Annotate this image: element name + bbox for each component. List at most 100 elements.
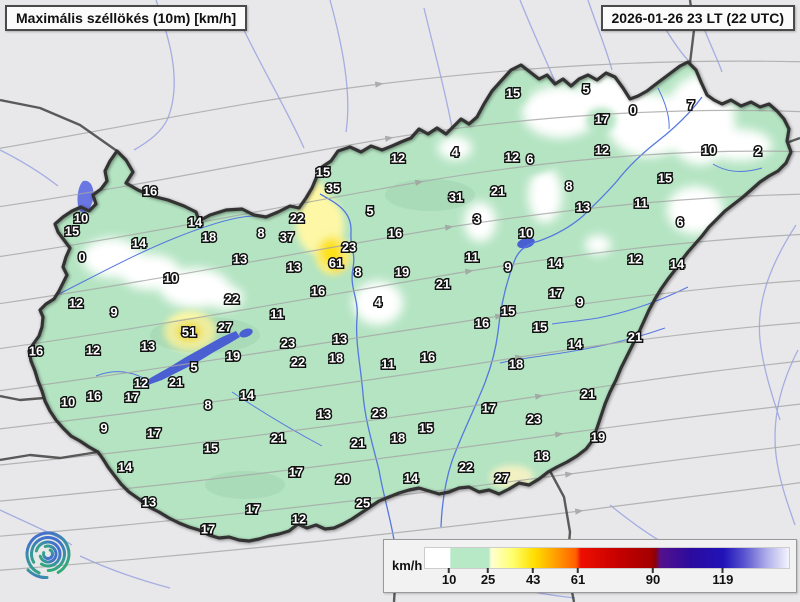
river-koros (499, 327, 666, 364)
station-wind-value: 8 (565, 179, 572, 194)
station-wind-value: 19 (226, 349, 240, 364)
station-wind-value: 23 (342, 240, 356, 255)
station-wind-value: 4 (451, 145, 459, 160)
station-wind-value: 14 (670, 257, 685, 272)
station-wind-value: 2 (754, 144, 761, 159)
station-wind-value: 16 (143, 184, 157, 199)
station-wind-value: 22 (290, 211, 304, 226)
station-wind-value: 16 (311, 284, 325, 299)
legend-colorbar (424, 547, 790, 569)
station-wind-value: 15 (419, 421, 433, 436)
hungary-shape (29, 62, 791, 541)
calm-white-areas (82, 75, 772, 325)
river-bodrog (657, 87, 670, 130)
hungaromet-spiral-logo-icon (25, 531, 71, 580)
station-wind-value: 8 (354, 265, 361, 280)
station-wind-value: 17 (549, 286, 563, 301)
station-wind-value: 51 (182, 325, 196, 340)
station-wind-value: 25 (356, 496, 370, 511)
station-wind-value: 11 (634, 196, 648, 211)
station-wind-value: 12 (292, 512, 306, 527)
station-wind-value: 14 (188, 215, 203, 230)
station-wind-value: 12 (595, 143, 609, 158)
station-wind-value: 22 (459, 460, 473, 475)
station-wind-value: 21 (436, 277, 450, 292)
station-wind-value: 5 (582, 82, 589, 97)
station-wind-value: 12 (628, 252, 642, 267)
station-wind-value: 16 (87, 389, 101, 404)
river-szamos (712, 163, 763, 172)
station-wind-value: 15 (506, 86, 520, 101)
legend-unit: km/h (392, 558, 423, 573)
station-wind-value: 16 (29, 344, 43, 359)
wind-streamlines (0, 60, 800, 571)
station-wind-value: 8 (204, 398, 211, 413)
station-wind-value: 11 (465, 250, 479, 265)
river-zala (95, 371, 150, 382)
river-tisza (440, 96, 703, 528)
strong-gust-yellow-areas (164, 182, 534, 489)
station-wind-value: 22 (291, 355, 305, 370)
station-wind-value: 22 (225, 292, 239, 307)
station-wind-value: 13 (141, 339, 155, 354)
station-wind-value: 10 (702, 143, 716, 158)
station-wind-value: 6 (676, 215, 683, 230)
station-wind-value: 13 (233, 252, 247, 267)
station-wind-value: 27 (218, 320, 232, 335)
station-wind-value: 11 (381, 357, 395, 372)
map-timestamp: 2026-01-26 23 LT (22 UTC) (611, 10, 784, 26)
station-wind-value: 19 (395, 265, 409, 280)
station-wind-value: 15 (658, 171, 672, 186)
station-wind-value: 5 (366, 204, 373, 219)
station-wind-value: 20 (336, 472, 350, 487)
lake-ferto (77, 180, 94, 213)
station-wind-value: 61 (329, 256, 343, 271)
station-wind-value: 21 (271, 431, 285, 446)
station-wind-value: 17 (595, 112, 609, 127)
station-wind-value: 15 (501, 304, 515, 319)
station-wind-value: 17 (147, 426, 161, 441)
legend-tick: 43 (526, 568, 540, 587)
station-wind-value: 9 (576, 295, 583, 310)
rivers-inside (54, 87, 763, 541)
station-wind-value: 14 (404, 471, 419, 486)
station-wind-value: 14 (568, 337, 583, 352)
station-wind-value: 10 (519, 226, 533, 241)
river-raba (54, 215, 256, 297)
legend-ticks: 10 25 43 61 90 119 (424, 568, 788, 590)
station-wind-value: 37 (280, 230, 294, 245)
lake-velence (239, 328, 253, 338)
station-wind-value: 14 (118, 460, 133, 475)
station-wind-value: 4 (374, 295, 382, 310)
station-wind-value: 6 (526, 152, 533, 167)
legend-tick: 61 (571, 568, 585, 587)
lake-tisza (517, 237, 535, 249)
station-wind-value: 10 (74, 211, 88, 226)
station-wind-value: 16 (388, 226, 402, 241)
lake-balaton (144, 331, 240, 385)
station-wind-value: 14 (548, 256, 563, 271)
station-wind-value: 10 (164, 271, 178, 286)
station-wind-value: 23 (281, 336, 295, 351)
hungary-border (27, 60, 793, 543)
station-wind-value: 12 (69, 296, 83, 311)
station-wind-value: 12 (134, 376, 148, 391)
station-wind-value: 9 (110, 305, 117, 320)
station-wind-value: 10 (61, 395, 75, 410)
river-koros-2 (551, 286, 689, 325)
river-danube (319, 193, 395, 541)
station-wind-value: 13 (142, 495, 156, 510)
station-wind-value: 18 (202, 230, 216, 245)
station-wind-value: 27 (495, 471, 509, 486)
station-wind-value: 7 (687, 98, 694, 113)
station-wind-value: 17 (246, 502, 260, 517)
map-title-box: Maximális széllökés (10m) [km/h] (5, 5, 248, 31)
station-wind-value: 17 (289, 465, 303, 480)
station-wind-value: 14 (240, 388, 255, 403)
station-wind-value: 9 (504, 260, 511, 275)
station-wind-value: 15 (316, 165, 330, 180)
station-wind-value: 21 (581, 387, 595, 402)
